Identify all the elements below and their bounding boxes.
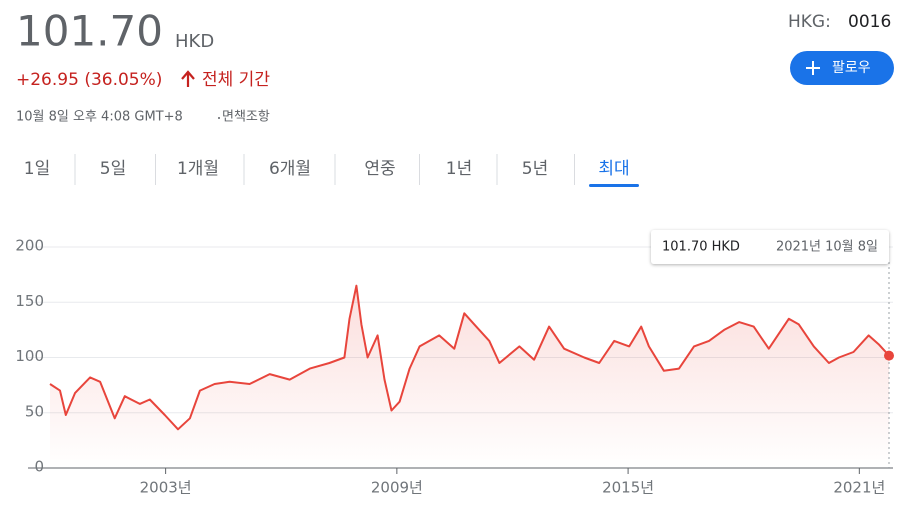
period: 전체 기간 bbox=[202, 70, 270, 90]
exchange: HKG: bbox=[788, 12, 831, 32]
tooltip-value: 101.70 HKD bbox=[662, 240, 740, 255]
x-tick-label: 2003년 bbox=[140, 479, 192, 497]
tooltip-box bbox=[651, 230, 889, 264]
tab[interactable]: 5년 bbox=[522, 159, 548, 179]
plus-icon bbox=[806, 61, 820, 75]
price: 101.70 bbox=[16, 7, 163, 56]
x-tick-label: 2015년 bbox=[602, 479, 654, 497]
tab[interactable]: 1개월 bbox=[177, 159, 219, 179]
tab[interactable]: 연중 bbox=[364, 159, 395, 179]
area-fill bbox=[50, 285, 889, 468]
change: +26.95 (36.05%) bbox=[16, 70, 162, 90]
tab-indicator bbox=[589, 184, 639, 187]
x-tick-label: 2009년 bbox=[371, 479, 423, 497]
follow-button[interactable]: 팔로우 bbox=[790, 51, 894, 85]
x-tick-label: 2021년 bbox=[833, 479, 885, 497]
separator bbox=[218, 117, 220, 119]
currency: HKD bbox=[175, 31, 214, 52]
up-arrow bbox=[181, 70, 195, 87]
chart: 0 50 100 150 200 2003년 2009년 2015년 2021년 101.70 H… bbox=[15, 230, 894, 497]
tab[interactable]: 6개월 bbox=[269, 159, 311, 179]
ticker: 0016 bbox=[848, 12, 891, 32]
tab[interactable]: 최대 bbox=[598, 159, 629, 179]
y-tick-label: 0 bbox=[34, 458, 44, 476]
tooltip-date: 2021년 10월 8일 bbox=[776, 240, 878, 255]
y-tick-label: 100 bbox=[15, 347, 44, 365]
button-bg bbox=[790, 51, 894, 85]
button-label: 팔로우 bbox=[832, 60, 871, 76]
hover-point bbox=[884, 350, 894, 361]
tab-bar: 1일 5일 1개월 6개월 연중 1년 5년 최대 bbox=[24, 154, 639, 187]
timestamp: 10월 8일 오후 4:08 GMT+8 bbox=[16, 110, 183, 125]
tab[interactable]: 1년 bbox=[446, 159, 472, 179]
y-tick-label: 50 bbox=[25, 402, 44, 420]
y-tick-label: 150 bbox=[15, 292, 44, 310]
disclaimer[interactable]: 면책조항 bbox=[222, 110, 270, 125]
tab[interactable]: 5일 bbox=[100, 159, 126, 179]
tab[interactable]: 1일 bbox=[24, 159, 50, 179]
y-tick-label: 200 bbox=[15, 237, 44, 255]
price-line bbox=[49, 284, 890, 431]
